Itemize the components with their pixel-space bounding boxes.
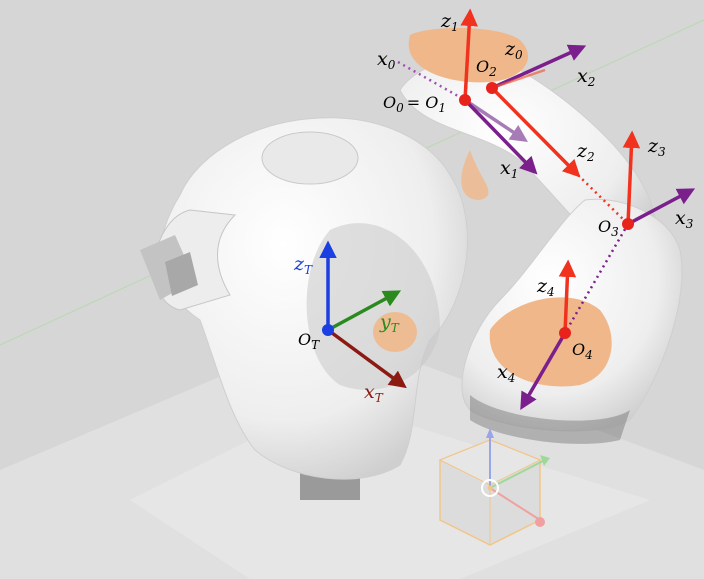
gizmo-y-handle[interactable]: [489, 459, 546, 489]
base-joint-cap: [373, 312, 417, 352]
label-z2: z2: [576, 140, 595, 164]
label-z4: z4: [536, 275, 555, 299]
label-x4: x4: [497, 361, 515, 385]
z0-axis-stub: [491, 68, 546, 90]
label-o4: O4: [572, 340, 593, 362]
label-oT: OT: [298, 330, 320, 352]
label-z1: z1: [440, 10, 459, 34]
origin-o0: [459, 94, 471, 106]
transform-gizmo[interactable]: [438, 428, 550, 546]
label-x3: x3: [675, 207, 694, 231]
shoulder-side-cap: [461, 150, 489, 200]
x0-light-axis-arrow: [464, 98, 528, 142]
top-cap: [261, 131, 359, 185]
label-x0: x0: [377, 48, 396, 72]
gizmo-y-tip: [540, 455, 550, 466]
label-z0: z0: [504, 38, 523, 62]
side-connector-face: [165, 252, 198, 296]
gizmo-x-tip: [535, 517, 545, 527]
yT-axis-arrow: [327, 290, 402, 332]
label-z3: z3: [647, 135, 666, 159]
gizmo-x-handle[interactable]: [489, 487, 541, 521]
label-x2: x2: [577, 65, 595, 89]
gizmo-z-tip: [486, 428, 494, 438]
gizmo-center-dot: [487, 485, 493, 491]
flange-shadow: [470, 395, 630, 444]
z1-axis-arrow: [460, 8, 478, 101]
x2-axis-arrow: [491, 44, 587, 90]
z2-axis-arrow: [490, 86, 581, 178]
gizmo-center-ring[interactable]: [481, 479, 499, 497]
wrist-joint-cap: [489, 297, 612, 387]
z4-axis-arrow: [558, 259, 577, 334]
origin-oT: [322, 324, 334, 336]
label-x1: x1: [500, 157, 518, 181]
origin-o3: [622, 218, 634, 230]
label-o0-o1: O0 = O1: [383, 93, 446, 115]
label-yT: yT: [379, 311, 400, 335]
x4-axis-arrow: [520, 332, 567, 411]
label-zT: zT: [293, 253, 313, 277]
z3-axis-arrow: [622, 130, 641, 225]
x3-axis-arrow: [627, 188, 696, 226]
origin-o2: [486, 82, 498, 94]
link-line-x0: [397, 60, 466, 102]
x1-axis-arrow: [463, 98, 538, 175]
label-xT: xT: [364, 381, 384, 405]
xT-axis-arrow: [326, 328, 407, 389]
origin-o4: [559, 327, 571, 339]
label-o3: O3: [598, 217, 619, 239]
label-o2: O2: [476, 57, 497, 79]
